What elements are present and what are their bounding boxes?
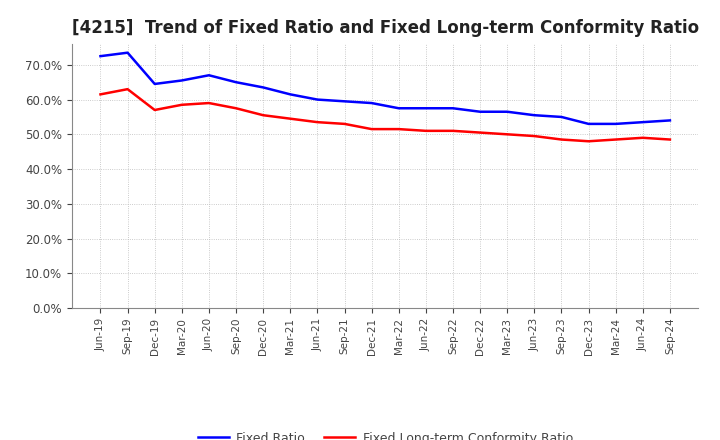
Fixed Long-term Conformity Ratio	[476, 130, 485, 135]
Fixed Long-term Conformity Ratio	[123, 87, 132, 92]
Fixed Ratio	[395, 106, 403, 111]
Fixed Ratio	[449, 106, 457, 111]
Fixed Ratio	[96, 54, 105, 59]
Fixed Ratio	[530, 113, 539, 118]
Line: Fixed Long-term Conformity Ratio: Fixed Long-term Conformity Ratio	[101, 89, 670, 141]
Fixed Ratio	[639, 120, 647, 125]
Fixed Ratio	[313, 97, 322, 102]
Fixed Long-term Conformity Ratio	[313, 120, 322, 125]
Fixed Ratio	[503, 109, 511, 114]
Fixed Ratio	[421, 106, 430, 111]
Fixed Ratio	[150, 81, 159, 87]
Fixed Ratio	[341, 99, 349, 104]
Fixed Long-term Conformity Ratio	[557, 137, 566, 142]
Line: Fixed Ratio: Fixed Ratio	[101, 53, 670, 124]
Fixed Long-term Conformity Ratio	[584, 139, 593, 144]
Fixed Long-term Conformity Ratio	[150, 107, 159, 113]
Fixed Ratio	[286, 92, 294, 97]
Fixed Ratio	[259, 85, 268, 90]
Fixed Ratio	[665, 118, 674, 123]
Fixed Long-term Conformity Ratio	[204, 100, 213, 106]
Fixed Long-term Conformity Ratio	[395, 126, 403, 132]
Fixed Ratio	[123, 50, 132, 55]
Fixed Ratio	[557, 114, 566, 120]
Fixed Long-term Conformity Ratio	[367, 126, 376, 132]
Fixed Ratio	[584, 121, 593, 127]
Fixed Long-term Conformity Ratio	[503, 132, 511, 137]
Fixed Long-term Conformity Ratio	[341, 121, 349, 127]
Legend: Fixed Ratio, Fixed Long-term Conformity Ratio: Fixed Ratio, Fixed Long-term Conformity …	[192, 425, 579, 440]
Fixed Long-term Conformity Ratio	[259, 113, 268, 118]
Fixed Ratio	[611, 121, 620, 127]
Fixed Long-term Conformity Ratio	[96, 92, 105, 97]
Fixed Ratio	[232, 80, 240, 85]
Fixed Ratio	[204, 73, 213, 78]
Fixed Long-term Conformity Ratio	[286, 116, 294, 121]
Fixed Long-term Conformity Ratio	[665, 137, 674, 142]
Title: [4215]  Trend of Fixed Ratio and Fixed Long-term Conformity Ratio: [4215] Trend of Fixed Ratio and Fixed Lo…	[71, 19, 699, 37]
Fixed Long-term Conformity Ratio	[421, 128, 430, 133]
Fixed Long-term Conformity Ratio	[449, 128, 457, 133]
Fixed Long-term Conformity Ratio	[178, 102, 186, 107]
Fixed Ratio	[178, 78, 186, 83]
Fixed Ratio	[476, 109, 485, 114]
Fixed Long-term Conformity Ratio	[232, 106, 240, 111]
Fixed Long-term Conformity Ratio	[611, 137, 620, 142]
Fixed Long-term Conformity Ratio	[530, 133, 539, 139]
Fixed Ratio	[367, 100, 376, 106]
Fixed Long-term Conformity Ratio	[639, 135, 647, 140]
